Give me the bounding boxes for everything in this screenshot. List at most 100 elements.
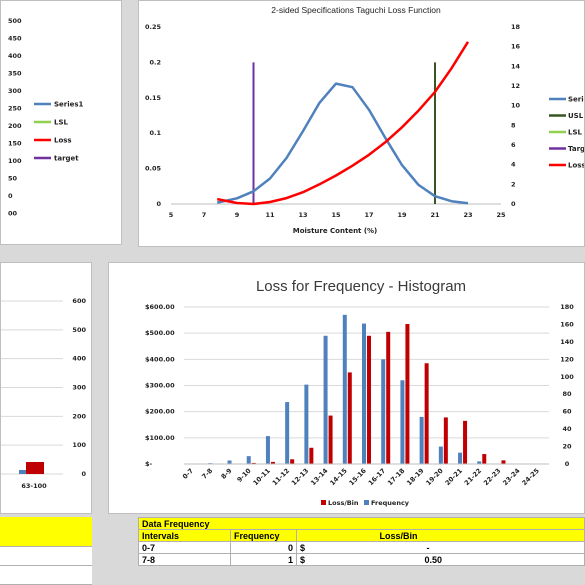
legend-label: Frequency xyxy=(371,499,410,507)
x-tick-label: 7 xyxy=(202,211,207,219)
y-left-tick-label: $- xyxy=(145,460,153,468)
legend-label: Loss xyxy=(54,137,72,145)
frequency-cell[interactable]: 0 xyxy=(230,541,297,554)
intervals-header[interactable]: Intervals xyxy=(138,529,231,542)
x-tick-label: 7-8 xyxy=(200,466,214,480)
taguchi-chart-panel[interactable]: 2-sided Specifications Taguchi Loss Func… xyxy=(138,0,585,247)
x-tick-label: 11-12 xyxy=(271,467,291,487)
y-right-tick-label: 0 xyxy=(81,470,86,478)
x-axis-label: Moisture Content (%) xyxy=(293,227,378,235)
y-tick-label: 250 xyxy=(8,105,22,113)
x-tick-label: 22-23 xyxy=(482,467,502,487)
header-cell[interactable] xyxy=(230,517,297,530)
y-tick-label: 300 xyxy=(8,87,22,95)
bar-loss-bin xyxy=(424,363,429,464)
y-tick-label: 350 xyxy=(8,70,22,78)
left-top-chart-panel[interactable]: 500 450 400 350 300 250 200 150 100 50 0 00 Series1 L… xyxy=(0,0,122,245)
y-right-tick-label: 10 xyxy=(511,102,521,110)
y-left-tick-label: 0.05 xyxy=(145,165,162,173)
y-left-tick-label: $500.00 xyxy=(145,329,175,337)
y-right-tick-label: 120 xyxy=(560,355,574,363)
x-tick-label: 8-9 xyxy=(219,466,233,480)
y-right-tick-label: 14 xyxy=(511,62,521,70)
loss-cell[interactable]: - xyxy=(376,541,585,554)
y-left-tick-label: $100.00 xyxy=(145,434,175,442)
y-right-tick-label: 4 xyxy=(511,161,516,169)
x-tick-label: 11 xyxy=(265,211,275,219)
x-tick-label: 12-13 xyxy=(290,467,310,487)
histogram-chart-panel[interactable]: Loss for Frequency - Histogram $600.00 $5… xyxy=(108,262,585,514)
x-tick-label: 21 xyxy=(430,211,440,219)
y-right-tick-label: 16 xyxy=(511,43,521,51)
sheet-left-row[interactable] xyxy=(0,566,92,585)
y-right-tick-label: 500 xyxy=(72,326,86,334)
y-tick-label: 150 xyxy=(8,140,22,148)
interval-cell[interactable]: 0-7 xyxy=(138,541,231,554)
y-right-tick-label: 80 xyxy=(562,390,572,398)
y-right-tick-label: 60 xyxy=(562,408,572,416)
left-bottom-chart-panel[interactable]: 600 500 400 300 200 100 0 63-100 xyxy=(0,262,92,514)
histogram-chart: Loss for Frequency - Histogram $600.00 $5… xyxy=(145,278,574,507)
frequency-table: Data Frequency Intervals Frequency Loss/… xyxy=(138,517,585,566)
x-tick-label: 18-19 xyxy=(405,466,426,487)
x-tick-label: 17-18 xyxy=(386,466,407,487)
loss-bin-header[interactable]: Loss/Bin xyxy=(376,529,585,542)
x-tick-label: 9 xyxy=(235,211,240,219)
bar-frequency xyxy=(246,456,251,464)
x-tick-label: 5 xyxy=(169,211,174,219)
legend-label: LSL xyxy=(54,119,69,127)
bar-frequency xyxy=(362,323,366,464)
y-tick-label: 450 xyxy=(8,35,22,43)
legend-label: Target xyxy=(568,145,585,153)
bar-loss-bin xyxy=(347,372,352,464)
y-right-tick-label: 6 xyxy=(511,141,516,149)
currency-cell[interactable]: $ xyxy=(296,541,377,554)
y-tick-label: 400 xyxy=(8,52,22,60)
x-tick-label: 15-16 xyxy=(348,466,369,487)
y-tick-label: 100 xyxy=(8,157,22,165)
bar-loss-bin xyxy=(463,420,468,464)
bar-frequency xyxy=(342,314,347,464)
frequency-header[interactable]: Frequency xyxy=(230,529,297,542)
y-right-tick-label: 0 xyxy=(511,200,516,208)
sheet-left-row[interactable] xyxy=(0,547,92,566)
series-line-loss xyxy=(216,41,470,206)
bar-loss xyxy=(26,462,44,474)
series-line-series1 xyxy=(216,82,469,205)
legend-label: LSL xyxy=(568,129,583,137)
chart-title: 2-sided Specifications Taguchi Loss Func… xyxy=(271,5,441,15)
x-tick-label: 13-14 xyxy=(309,466,330,487)
bar-loss-bin xyxy=(405,324,410,464)
bar-frequency xyxy=(438,446,443,464)
header-cell[interactable] xyxy=(376,517,585,530)
legend-label: target xyxy=(54,155,79,163)
y-left-tick-label: 0.15 xyxy=(145,94,162,102)
loss-cell[interactable]: 0.50 xyxy=(376,553,585,566)
bar-frequency xyxy=(400,380,405,464)
x-tick-label: 0-7 xyxy=(181,467,195,481)
legend-swatch xyxy=(364,500,369,505)
left-top-chart: 50045040035030025020015010050000Series1L… xyxy=(8,17,84,218)
legend-label: Series1 xyxy=(568,96,585,104)
currency-cell[interactable]: $ xyxy=(296,553,377,566)
bar-frequency xyxy=(477,461,482,464)
y-right-tick-label: 12 xyxy=(511,82,520,90)
bar-loss-bin xyxy=(482,454,487,464)
legend-label: Loss/Bin xyxy=(328,499,359,507)
frequency-cell[interactable]: 1 xyxy=(230,553,297,566)
y-right-tick-label: 40 xyxy=(562,425,572,433)
y-left-tick-label: $600.00 xyxy=(145,303,175,311)
interval-cell[interactable]: 7-8 xyxy=(138,553,231,566)
spacer-header[interactable] xyxy=(296,529,377,542)
y-left-tick-label: $300.00 xyxy=(145,382,175,390)
legend-label: Series1 xyxy=(54,101,84,109)
header-cell[interactable] xyxy=(296,517,377,530)
legend-label: USL xyxy=(568,112,584,120)
y-right-tick-label: 100 xyxy=(560,373,574,381)
table-row: 7-8 1 $ 0.50 xyxy=(138,553,585,566)
y-right-tick-label: 400 xyxy=(72,355,86,363)
header-cell[interactable]: Data Frequency xyxy=(138,517,231,530)
x-tick-label: 19 xyxy=(397,211,407,219)
y-right-tick-label: 20 xyxy=(562,443,572,451)
bar-frequency xyxy=(304,384,309,464)
